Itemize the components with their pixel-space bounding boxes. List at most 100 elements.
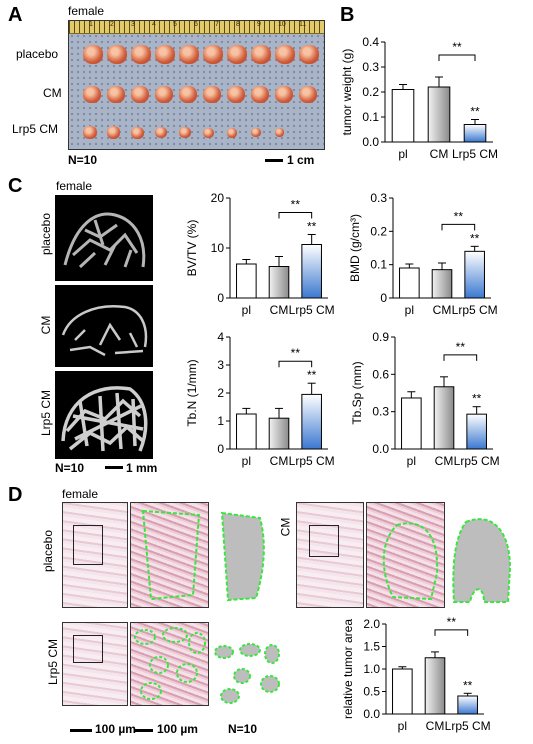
y-tick-label: 0.0 xyxy=(363,707,380,721)
significance-label: ** xyxy=(447,615,457,629)
tumor-specimen xyxy=(227,127,238,138)
ruler-tick-label: 10 xyxy=(278,21,286,28)
chart-tumor-weight: 0.0 0.1 0.2 0.3 0.4 tumor weight (g) pl CM Lrp5 … xyxy=(340,35,498,161)
histology-cm-overview xyxy=(296,502,364,608)
category-label: CM xyxy=(426,719,445,733)
zoom-region-box xyxy=(73,525,103,565)
ruler-tick-label: 8 xyxy=(236,21,240,28)
bar-cm xyxy=(424,657,446,715)
chart-tb-n: 0 1 2 3 4 Tb.N (1/mm) pl CM Lrp5 CM ** ** xyxy=(185,330,335,468)
significance-label: ** xyxy=(291,198,301,212)
tumor-specimen xyxy=(179,86,197,104)
significance-bracket xyxy=(278,360,313,368)
row-label-lrp5-cm-d: Lrp5 CM xyxy=(46,639,60,686)
panel-a-n: N=10 xyxy=(68,153,98,167)
tumor-specimen xyxy=(155,45,175,64)
ruler-tick-label: 4 xyxy=(152,21,156,28)
bar-pl xyxy=(236,263,257,299)
significance-bracket xyxy=(278,212,313,219)
tumor-photo: 1 2 3 4 5 6 7 8 9 10 11 xyxy=(68,20,325,150)
category-label: pl xyxy=(242,454,251,468)
ruler-tick-label: 11 xyxy=(299,21,307,28)
tumor-outline-placebo xyxy=(220,511,265,602)
bar-pl xyxy=(401,397,422,450)
bar-pl xyxy=(399,267,420,299)
panel-c-scale-label: 1 mm xyxy=(126,461,158,475)
category-label: CM xyxy=(433,303,452,317)
histology-lrp5-cm-overview xyxy=(62,622,128,706)
panel-d-scale-label-1: 100 µm xyxy=(95,722,136,736)
tumor-specimen xyxy=(203,86,221,104)
category-label: CM xyxy=(270,454,289,468)
panel-d-scale-label-2: 100 µm xyxy=(157,722,198,736)
tumor-specimen xyxy=(83,126,97,140)
tumor-specimen xyxy=(179,127,191,139)
y-tick-label: 0.0 xyxy=(372,442,389,456)
bar-cm xyxy=(268,417,290,450)
bar-lrp5-cm xyxy=(457,695,478,715)
y-tick-label: 0.5 xyxy=(363,685,380,699)
row-label-cm-d: CM xyxy=(278,517,293,537)
y-axis-label: BV/TV (%) xyxy=(185,220,199,277)
y-tick-label: 1.0 xyxy=(363,662,380,676)
y-tick-label: 0 xyxy=(217,291,224,305)
microct-placebo xyxy=(55,195,153,281)
category-label: Lrp5 CM xyxy=(289,303,335,317)
bar-pl xyxy=(391,89,415,143)
tumor-specimen xyxy=(179,45,199,64)
scale-bar xyxy=(265,159,283,162)
bar-lrp5-cm xyxy=(466,413,487,450)
tumor-specimen xyxy=(107,86,125,104)
significance-label: ** xyxy=(307,220,317,234)
tumor-specimens xyxy=(69,21,324,149)
y-tick-label: 2.0 xyxy=(363,617,380,631)
ruler: 1 2 3 4 5 6 7 8 9 10 11 xyxy=(69,21,324,34)
microct-cm xyxy=(55,285,153,367)
tumor-specimen xyxy=(251,128,261,138)
significance-label: ** xyxy=(291,346,301,360)
significance-label: ** xyxy=(470,231,480,245)
y-tick-label: 0.3 xyxy=(370,191,387,205)
category-label: CM xyxy=(435,454,454,468)
histology-placebo-overview xyxy=(62,502,128,608)
significance-label: ** xyxy=(472,392,482,406)
y-axis-label: Tb.Sp (mm) xyxy=(350,361,364,424)
row-label-placebo-c: placebo xyxy=(39,212,53,256)
panel-label-d: D xyxy=(8,484,23,506)
y-axis-label: tumor weight (g) xyxy=(340,49,354,136)
y-tick-label: 0 xyxy=(380,291,387,305)
significance-label: ** xyxy=(307,368,317,382)
y-tick-label: 0.9 xyxy=(372,330,389,344)
panel-a-scale-label: 1 cm xyxy=(287,153,315,167)
histology-cm-zoom xyxy=(366,502,445,608)
significance-bracket xyxy=(434,629,469,636)
y-tick-label: 0.3 xyxy=(362,60,379,74)
chart-relative-tumor-area: 0.0 0.5 1.0 1.5 2.0 relative tumor area pl CM Lr… xyxy=(341,615,491,733)
ruler-tick-label: 1 xyxy=(89,21,93,28)
category-label: Lrp5 CM xyxy=(289,454,335,468)
tumor-specimen xyxy=(203,45,223,64)
tumor-specimen xyxy=(155,126,168,139)
y-tick-label: 0.0 xyxy=(362,135,379,149)
tumor-specimen xyxy=(131,45,151,64)
y-tick-label: 20 xyxy=(211,191,225,205)
category-label: pl xyxy=(242,303,251,317)
category-label: CM xyxy=(430,147,449,161)
y-axis-label: BMD (g/cm³) xyxy=(348,214,362,282)
category-label: pl xyxy=(405,303,414,317)
y-tick-label: 0.6 xyxy=(372,367,389,381)
bar-cm xyxy=(431,269,453,299)
panel-label-a: A xyxy=(8,4,23,26)
significance-bracket xyxy=(438,54,476,61)
tumor-specimen xyxy=(107,45,127,64)
row-label-cm-c: CM xyxy=(39,315,53,335)
panel-label-c: C xyxy=(8,175,23,197)
bar-lrp5-cm xyxy=(301,244,322,299)
row-label-lrp5-cm-c: Lrp5 CM xyxy=(39,390,53,437)
panel-d-n: N=10 xyxy=(228,722,258,736)
y-tick-label: 0 xyxy=(217,442,224,456)
bar-cm xyxy=(268,266,290,299)
y-axis-label: Tb.N (1/mm) xyxy=(185,359,199,426)
bar-pl xyxy=(236,413,257,450)
significance-label: ** xyxy=(456,340,466,354)
